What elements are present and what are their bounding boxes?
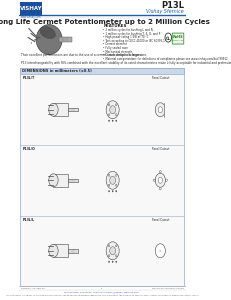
- Circle shape: [116, 120, 117, 122]
- Text: FEATURES: FEATURES: [103, 24, 127, 28]
- Text: 1: 1: [101, 287, 103, 289]
- Text: • Custom designs on request: • Custom designs on request: [103, 53, 142, 57]
- Text: Panel Cutout: Panel Cutout: [152, 76, 169, 80]
- Text: Long Life Cermet Potentiometer up to 2 Million Cycles: Long Life Cermet Potentiometer up to 2 M…: [0, 19, 210, 25]
- Text: • Fully sealed case: • Fully sealed case: [103, 46, 128, 50]
- Text: P13L/O: P13L/O: [22, 147, 35, 151]
- Bar: [53, 103, 68, 116]
- Text: P13 interchangeability with RVL combined with the excellent stability of its rat: P13 interchangeability with RVL combined…: [21, 61, 231, 64]
- Text: • Cermet element: • Cermet element: [103, 43, 127, 46]
- Circle shape: [108, 114, 110, 116]
- Text: VISHAY: VISHAY: [20, 6, 43, 10]
- Circle shape: [116, 190, 117, 192]
- Circle shape: [49, 244, 58, 257]
- Circle shape: [158, 177, 162, 183]
- Circle shape: [155, 173, 165, 187]
- Circle shape: [49, 103, 58, 116]
- Text: c: c: [167, 35, 169, 39]
- Text: • Mechanical strength: • Mechanical strength: [103, 50, 133, 54]
- Circle shape: [153, 179, 155, 182]
- Text: Document Number: 51583: Document Number: 51583: [152, 287, 183, 289]
- Circle shape: [109, 120, 110, 122]
- Text: • 2 million cycles for bushing L and N: • 2 million cycles for bushing L and N: [103, 28, 153, 32]
- Text: Their excellent performances are due to the use of a cermet-track sealed in a la: Their excellent performances are due to …: [21, 52, 147, 56]
- Circle shape: [109, 261, 110, 262]
- Text: • Test according to CECC 41000 or IEC 60393-1: • Test according to CECC 41000 or IEC 60…: [103, 39, 165, 43]
- FancyBboxPatch shape: [172, 33, 184, 44]
- Text: THIS DOCUMENT IS SUBJECT TO CHANGE WITHOUT NOTICE. THE PRODUCTS DESCRIBED HEREIN: THIS DOCUMENT IS SUBJECT TO CHANGE WITHO…: [5, 295, 199, 296]
- Text: RoHS: RoHS: [173, 35, 183, 39]
- Circle shape: [106, 101, 119, 119]
- Bar: [68, 178, 78, 182]
- Circle shape: [112, 120, 113, 122]
- Text: P13L: P13L: [161, 1, 184, 10]
- Circle shape: [116, 255, 117, 257]
- Circle shape: [108, 245, 110, 247]
- Text: www.vishay.com: www.vishay.com: [21, 15, 41, 19]
- Circle shape: [110, 247, 116, 255]
- Bar: [20, 68, 184, 286]
- Circle shape: [112, 261, 113, 262]
- Circle shape: [166, 179, 167, 182]
- Circle shape: [108, 174, 110, 176]
- Text: P13L/T: P13L/T: [22, 76, 35, 80]
- Circle shape: [106, 242, 119, 260]
- Circle shape: [108, 104, 110, 106]
- Circle shape: [116, 114, 117, 116]
- Bar: [68, 249, 78, 253]
- Ellipse shape: [40, 27, 55, 39]
- Bar: [58, 37, 72, 42]
- Bar: [53, 174, 68, 187]
- Circle shape: [155, 103, 165, 117]
- Text: • High power rating 1.5W at 70 °C: • High power rating 1.5W at 70 °C: [103, 35, 149, 39]
- Circle shape: [158, 107, 162, 113]
- Circle shape: [116, 245, 117, 247]
- Text: DIMENSIONS in millimeters (±0.5): DIMENSIONS in millimeters (±0.5): [22, 69, 92, 73]
- Circle shape: [112, 190, 113, 192]
- Text: Panel Cutout: Panel Cutout: [152, 218, 169, 221]
- Circle shape: [116, 174, 117, 176]
- Text: P13L/L: P13L/L: [22, 218, 35, 221]
- Circle shape: [49, 174, 58, 187]
- Circle shape: [116, 184, 117, 186]
- Ellipse shape: [36, 25, 62, 55]
- Circle shape: [110, 176, 116, 184]
- Bar: [20, 2, 42, 15]
- Circle shape: [110, 106, 116, 114]
- Circle shape: [155, 244, 165, 258]
- Circle shape: [116, 104, 117, 106]
- Text: COMPLIANT: COMPLIANT: [172, 40, 184, 41]
- Bar: [68, 108, 78, 112]
- Bar: [20, 68, 184, 74]
- Text: Vishay Sfernice: Vishay Sfernice: [146, 9, 184, 14]
- Text: Panel Cutout: Panel Cutout: [152, 147, 169, 151]
- Circle shape: [116, 261, 117, 262]
- Circle shape: [159, 171, 161, 173]
- Circle shape: [106, 171, 119, 189]
- Text: Revision: 22-Sep-10: Revision: 22-Sep-10: [21, 287, 45, 289]
- Text: For technical questions, contact: sfernice@vishay-sfernice.com: For technical questions, contact: sferni…: [64, 291, 139, 293]
- Circle shape: [108, 255, 110, 257]
- Text: • Material categorization: for definitions of compliance please see www.vishay.c: • Material categorization: for definitio…: [103, 57, 228, 61]
- Circle shape: [109, 190, 110, 192]
- Circle shape: [108, 184, 110, 186]
- Text: UL: UL: [166, 37, 171, 41]
- Bar: [53, 244, 68, 257]
- Circle shape: [159, 188, 161, 190]
- Text: • 1 million cycles for bushing T, S, O, and P: • 1 million cycles for bushing T, S, O, …: [103, 32, 161, 36]
- Bar: [164, 103, 166, 117]
